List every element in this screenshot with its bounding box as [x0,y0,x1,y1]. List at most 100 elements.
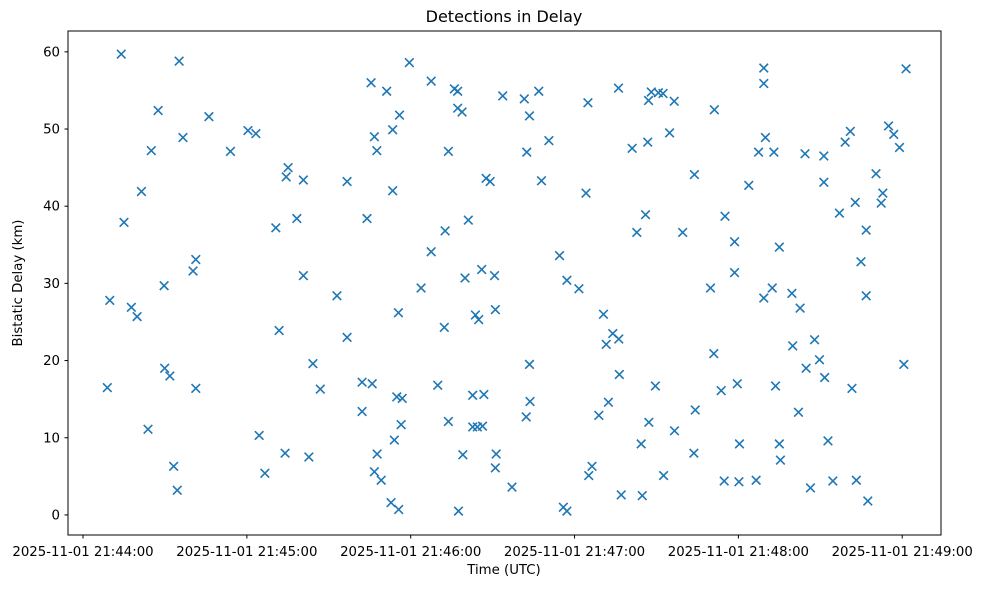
data-point-marker [793,407,804,418]
data-point-marker [387,185,398,196]
data-point-marker [901,63,911,74]
data-point-marker [298,270,309,281]
data-point-marker [369,466,380,477]
data-point-marker [861,225,872,235]
data-points [102,49,911,516]
data-point-marker [876,198,887,208]
data-point-marker [453,506,464,516]
data-point-marker [521,412,532,422]
data-point-marker [719,476,730,486]
data-point-marker [631,227,642,238]
data-point-marker [291,213,302,224]
data-point-marker [243,125,253,136]
data-point-marker [845,126,856,137]
data-point-marker [614,369,625,380]
data-point-marker [774,439,785,449]
data-point-marker [507,482,517,493]
x-tick-label: 2025-11-01 21:45:00 [176,545,317,560]
data-point-marker [104,295,115,306]
data-point-marker [664,128,675,138]
data-point-marker [489,270,500,281]
data-point-marker [690,405,701,415]
x-tick-label: 2025-11-01 21:44:00 [12,545,153,560]
x-tick-label: 2025-11-01 21:47:00 [504,545,645,560]
data-point-marker [758,78,769,89]
data-point-marker [393,504,404,515]
data-point-marker [254,430,265,441]
data-point-marker [280,448,290,459]
data-point-marker [283,162,293,173]
data-point-marker [366,77,376,88]
data-point-marker [637,490,648,501]
data-point-marker [470,310,481,320]
x-tick-label: 2025-11-01 21:48:00 [668,545,809,560]
data-point-marker [188,266,198,276]
data-point-marker [497,90,508,101]
data-point-marker [562,506,572,516]
data-point-marker [689,169,700,180]
data-point-marker [260,468,270,479]
data-point-marker [371,145,382,156]
data-point-marker [809,334,820,345]
data-point-marker [396,419,407,430]
data-point-marker [888,129,899,140]
data-point-marker [751,475,761,486]
plot-title: Detections in Delay [426,7,583,26]
data-point-marker [650,381,661,391]
data-point-marker [627,143,638,154]
data-point-marker [801,363,811,374]
data-point-marker [315,384,326,394]
x-axis-ticks: 2025-11-01 21:44:00 2025-11-01 21:45:00 20… [12,535,973,560]
data-point-marker [342,176,352,187]
data-point-marker [119,217,129,228]
data-point-marker [847,383,857,394]
data-point-marker [823,435,833,446]
x-tick-label: 2025-11-01 21:46:00 [340,545,481,560]
y-axis-label: Bistatic Delay (km) [11,220,26,347]
data-point-marker [136,186,147,197]
data-point-marker [332,290,342,301]
data-point-marker [146,145,157,156]
data-point-marker [613,83,624,93]
data-point-marker [524,359,535,370]
data-point-marker [376,475,387,486]
data-point-marker [787,341,798,351]
data-point-marker [871,168,881,179]
data-point-marker [460,273,470,283]
data-point-marker [587,461,597,472]
data-point-marker [767,283,778,293]
data-point-marker [443,416,454,427]
data-point-marker [525,396,535,407]
data-point-marker [168,461,179,472]
data-point-marker [132,311,142,322]
x-tick-label: 2025-11-01 21:49:00 [832,545,973,560]
data-point-marker [473,314,484,325]
data-point-marker [369,131,380,142]
data-point-marker [143,424,153,435]
data-point-marker [357,377,367,388]
data-point-marker [204,111,214,122]
data-point-marker [732,378,743,389]
data-point-marker [601,339,612,350]
data-point-marker [303,452,314,462]
data-point-marker [613,334,624,344]
data-point-marker [814,354,825,365]
data-point-marker [834,208,845,219]
data-point-marker [426,246,437,257]
data-point-marker [898,359,909,370]
data-point-marker [521,147,532,158]
data-point-marker [416,283,426,293]
data-point-marker [432,380,443,391]
data-point-marker [729,267,740,278]
data-point-marker [172,485,183,496]
data-point-marker [251,128,261,139]
data-point-marker [485,176,496,187]
data-point-marker [159,363,170,374]
data-point-marker [491,449,502,459]
data-point-marker [734,439,745,449]
data-point-marker [298,175,309,185]
data-point-marker [734,476,744,487]
data-point-marker [387,124,398,135]
data-point-marker [861,290,872,301]
